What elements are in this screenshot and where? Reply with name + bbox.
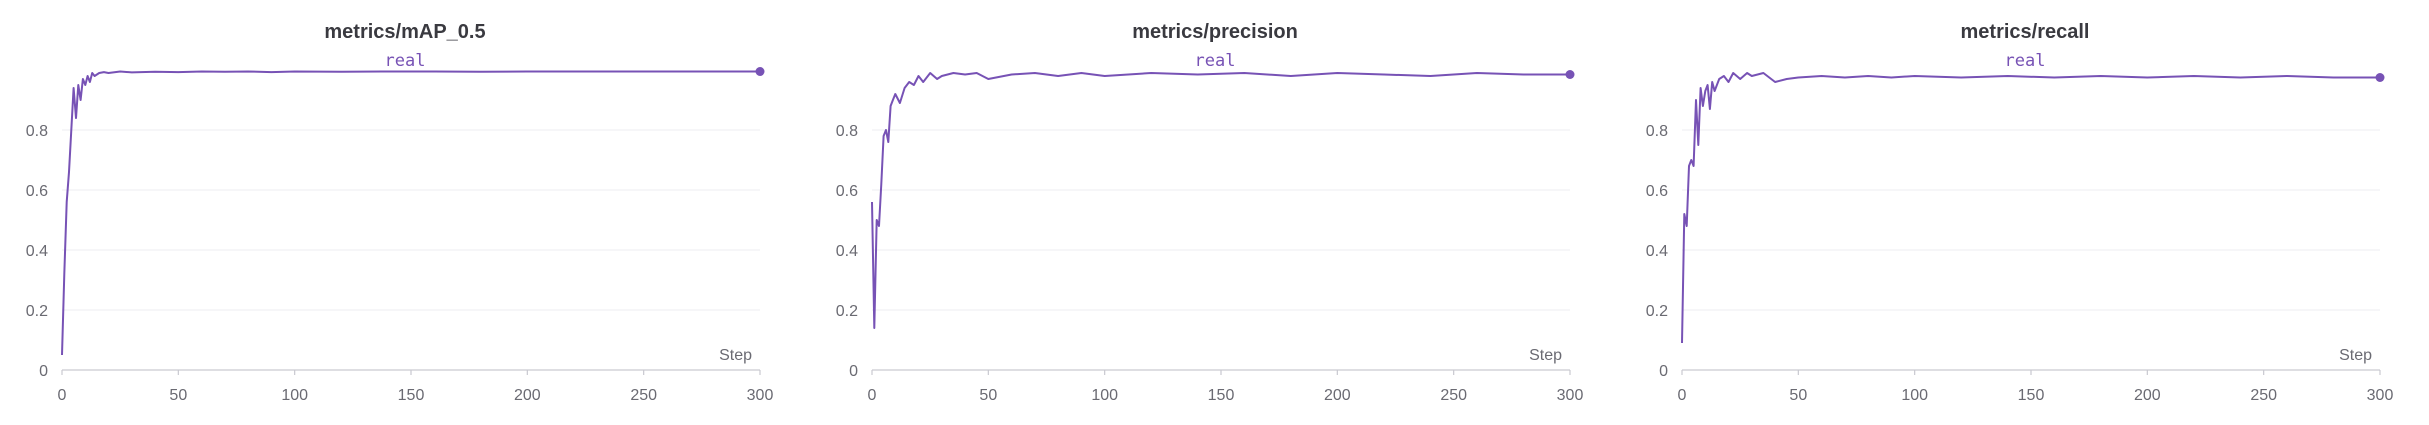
y-tick-label: 0.8 xyxy=(26,123,48,140)
y-tick-label: 0.4 xyxy=(1646,243,1668,260)
y-tick-label: 0.6 xyxy=(836,183,858,200)
x-tick-label: 100 xyxy=(281,387,308,404)
x-tick-label: 250 xyxy=(2250,387,2277,404)
x-tick-label: 250 xyxy=(630,387,657,404)
x-axis-label: Step xyxy=(1529,347,1562,364)
x-tick-label: 250 xyxy=(1440,387,1467,404)
y-tick-label: 0.6 xyxy=(26,183,48,200)
legend-entry: real xyxy=(2005,51,2046,71)
series-end-point xyxy=(1565,70,1575,79)
x-tick-label: 0 xyxy=(868,387,877,404)
y-tick-label: 0 xyxy=(849,363,858,380)
x-tick-label: 150 xyxy=(2018,387,2045,404)
chart-panel-map: 0 50 100 150 200 250 300 0 0.2 0.4 0.6 0.8 Step metri… xyxy=(0,0,810,425)
legend-entry: real xyxy=(1195,51,1236,71)
x-tick-label: 100 xyxy=(1901,387,1928,404)
x-tick-label: 200 xyxy=(1324,387,1351,404)
chart-svg-map: 0 50 100 150 200 250 300 0 0.2 0.4 0.6 0.8 Step metri… xyxy=(26,21,774,404)
y-tick-label: 0 xyxy=(39,363,48,380)
x-axis-label: Step xyxy=(2339,347,2372,364)
chart-panel-recall: 0 50 100 150 200 250 300 0 0.2 0.4 0.6 0.8 Step metri… xyxy=(1620,0,2429,425)
x-axis-label: Step xyxy=(719,347,752,364)
x-tick-label: 150 xyxy=(1208,387,1235,404)
y-tick-label: 0.2 xyxy=(1646,303,1668,320)
x-tick-label: 200 xyxy=(2134,387,2161,404)
chart-panel-precision: 0 50 100 150 200 250 300 0 0.2 0.4 0.6 0.8 Step metri… xyxy=(810,0,1620,425)
chart-svg-recall: 0 50 100 150 200 250 300 0 0.2 0.4 0.6 0.8 Step metri… xyxy=(1646,21,2394,404)
series-end-point xyxy=(755,67,765,76)
series-line-map xyxy=(61,70,760,356)
y-tick-label: 0.6 xyxy=(1646,183,1668,200)
y-tick-label: 0.8 xyxy=(836,123,858,140)
chart-title: metrics/mAP_0.5 xyxy=(324,21,485,43)
x-tick-label: 300 xyxy=(747,387,774,404)
x-tick-label: 50 xyxy=(169,387,187,404)
x-tick-label: 0 xyxy=(1678,387,1687,404)
chart-title: metrics/recall xyxy=(1961,21,2090,43)
x-tick-label: 100 xyxy=(1091,387,1118,404)
x-tick-label: 0 xyxy=(58,387,67,404)
y-tick-label: 0.8 xyxy=(1646,123,1668,140)
y-tick-label: 0.2 xyxy=(26,303,48,320)
series-line-recall xyxy=(1681,72,2380,344)
legend-entry: real xyxy=(385,51,426,71)
y-tick-label: 0.2 xyxy=(836,303,858,320)
series-end-point xyxy=(2375,73,2385,82)
x-tick-label: 150 xyxy=(398,387,425,404)
chart-title: metrics/precision xyxy=(1132,21,1298,43)
x-tick-label: 50 xyxy=(1789,387,1807,404)
x-tick-label: 300 xyxy=(2367,387,2394,404)
y-tick-label: 0 xyxy=(1659,363,1668,380)
y-tick-label: 0.4 xyxy=(26,243,48,260)
x-tick-label: 300 xyxy=(1557,387,1584,404)
y-tick-label: 0.4 xyxy=(836,243,858,260)
x-tick-label: 50 xyxy=(979,387,997,404)
x-tick-label: 200 xyxy=(514,387,541,404)
chart-svg-precision: 0 50 100 150 200 250 300 0 0.2 0.4 0.6 0.8 Step metri… xyxy=(836,21,1584,404)
series-line-precision xyxy=(871,72,1570,329)
